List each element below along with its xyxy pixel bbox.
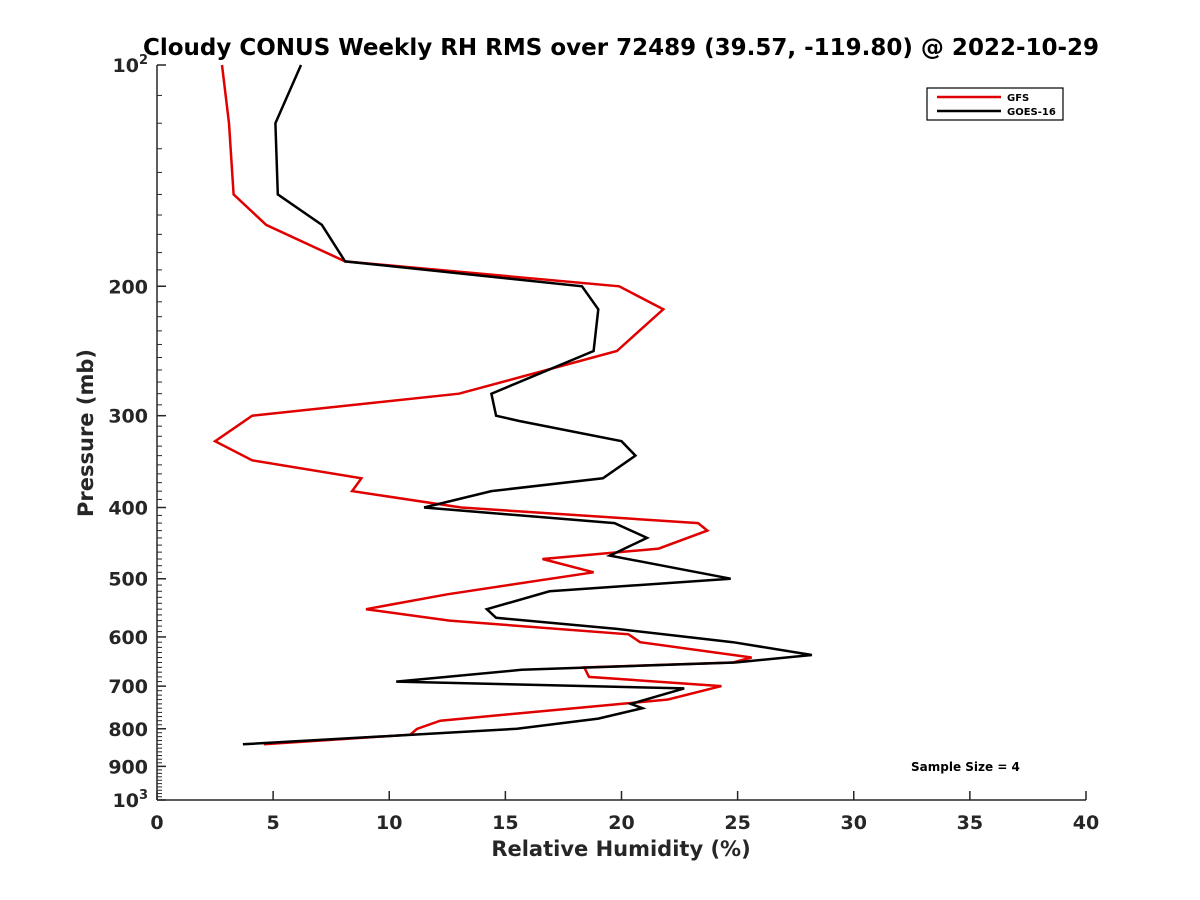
chart-title: Cloudy CONUS Weekly RH RMS over 72489 (3… xyxy=(143,35,1099,61)
series-layer xyxy=(212,64,813,746)
x-tick-label: 10 xyxy=(376,812,402,834)
x-tick-label: 35 xyxy=(957,812,983,834)
y-axis-title: Pressure (mb) xyxy=(74,349,98,517)
series-line-gfs xyxy=(212,64,752,746)
x-ticks: 0 5 10 15 20 25 30 35 40 xyxy=(150,791,1099,834)
x-tick-label: 20 xyxy=(608,812,634,834)
legend-label-goes16: GOES-16 xyxy=(1007,107,1056,118)
y-tick-label: 400 xyxy=(108,498,148,520)
y-ticks: 200 300 400 500 600 700 800 900 102 103 xyxy=(108,53,166,812)
x-tick-label: 5 xyxy=(267,812,280,834)
y-decade-label: 102 xyxy=(113,53,149,77)
y-decade-label: 103 xyxy=(113,788,149,812)
y-tick-label: 700 xyxy=(108,676,148,698)
y-tick-label: 200 xyxy=(108,276,148,298)
series-line-goes16 xyxy=(242,64,813,746)
x-tick-label: 0 xyxy=(150,812,163,834)
x-tick-label: 40 xyxy=(1073,812,1099,834)
x-axis-title: Relative Humidity (%) xyxy=(491,837,750,861)
y-tick-label: 500 xyxy=(108,569,148,591)
legend-box xyxy=(926,87,1064,121)
axes-layer xyxy=(156,65,1086,801)
legend-label-gfs: GFS xyxy=(1007,93,1029,104)
x-tick-label: 25 xyxy=(724,812,750,834)
y-tick-label: 800 xyxy=(108,719,148,741)
y-tick-label: 900 xyxy=(108,756,148,778)
y-tick-label: 300 xyxy=(108,406,148,428)
x-tick-label: 15 xyxy=(492,812,518,834)
sample-size-annotation: Sample Size = 4 xyxy=(911,760,1020,774)
y-tick-label: 600 xyxy=(108,627,148,649)
x-tick-label: 30 xyxy=(841,812,867,834)
legend: GFS GOES-16 xyxy=(926,87,1064,121)
